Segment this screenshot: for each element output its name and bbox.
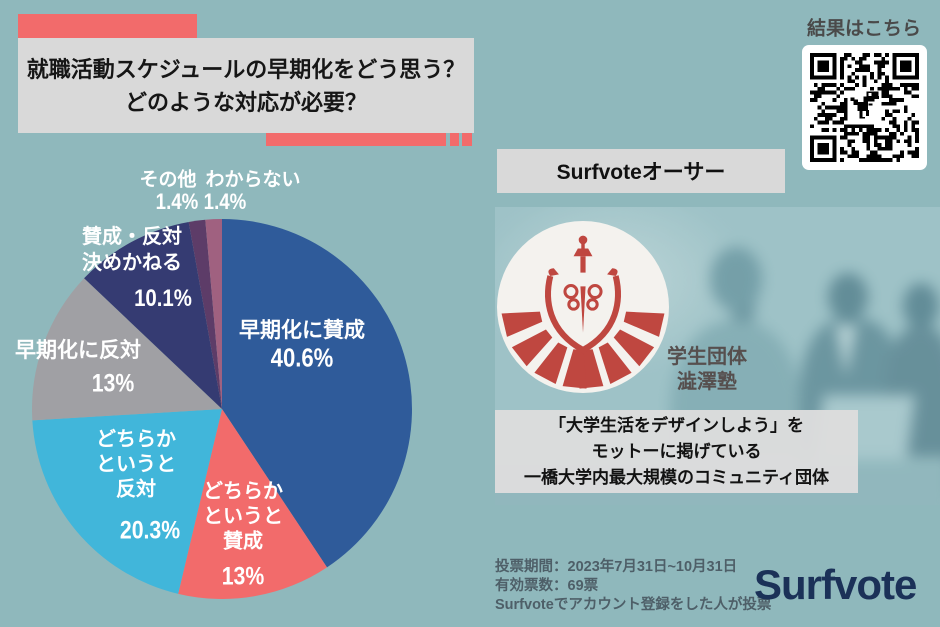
pie-slice-label: 賛成・反対 決めかねる [82, 226, 182, 274]
surfvote-logo: Surfvote [754, 561, 917, 608]
photo-person-head [903, 283, 939, 329]
title-accent-bar-top [18, 14, 197, 38]
qr-svg [810, 53, 919, 162]
page-title-line1: 就職活動スケジュールの早期化をどう思う？ [26, 56, 466, 82]
author-section-header: Surfvoteオーサー [497, 149, 785, 193]
title-accent-bar-bottom [266, 133, 446, 146]
pie-slice [178, 409, 327, 599]
vote-period: 投票期間：2023年7月31日~10月31日 [495, 559, 738, 575]
pie-slice-label: 早期化に反対 [15, 339, 141, 362]
pie-slice [32, 409, 223, 594]
org-name: 学生団体 澁澤塾 [667, 346, 747, 393]
qr-code [802, 45, 927, 170]
page-title-line2: どのような対応が必要？ [124, 89, 367, 115]
pie-slice-percentage: 13% [91, 369, 135, 398]
pie-slice-label: わからない [205, 169, 301, 191]
title-accent-square-1 [450, 133, 459, 146]
shibusawa-juku-crest-logo [497, 221, 669, 393]
pie-chart [32, 219, 412, 599]
pie-slice-label: その他 [139, 169, 197, 191]
org-description-box: 「大学生活をデザインしよう」を モットーに掲げている 一橋大学内最大規模のコミュ… [495, 410, 858, 493]
pie-slice [205, 219, 222, 409]
pie-slice-percentage: 13% [221, 562, 265, 591]
vote-note: Surfvoteでアカウント登録をした人が投票 [495, 597, 772, 613]
qr-caption: 結果はこちら [806, 18, 922, 40]
pie-slice [84, 221, 222, 409]
valid-vote-count: 有効票数：69票 [495, 578, 599, 594]
pie-slice-label: 早期化に賛成 [239, 319, 365, 342]
title-box: 就職活動スケジュールの早期化をどう思う？ どのような対応が必要？ [18, 38, 474, 133]
pie-slice-percentage: 40.6% [270, 342, 334, 373]
title-accent-square-2 [462, 133, 472, 146]
pie-slice [32, 278, 222, 421]
pie-slice-percentage: 10.1% [134, 285, 192, 312]
pie-slice-label: どちらか というと 賛成 [203, 480, 283, 553]
pie-slice [188, 219, 222, 409]
pie-slice-label: どちらか というと 反対 [96, 428, 176, 501]
photo-person-head [710, 247, 762, 311]
photo-person-head [828, 273, 868, 321]
pie-slice-percentage: 1.4% [155, 189, 199, 214]
pie-slice-percentage: 20.3% [119, 516, 181, 545]
vote-info: 投票期間：2023年7月31日~10月31日 有効票数：69票 Surfvote… [495, 558, 771, 615]
pie-slice [222, 219, 412, 568]
pie-slice-percentage: 1.4% [203, 189, 247, 214]
org-description: 「大学生活をデザインしよう」を モットーに掲げている 一橋大学内最大規模のコミュ… [524, 415, 829, 487]
